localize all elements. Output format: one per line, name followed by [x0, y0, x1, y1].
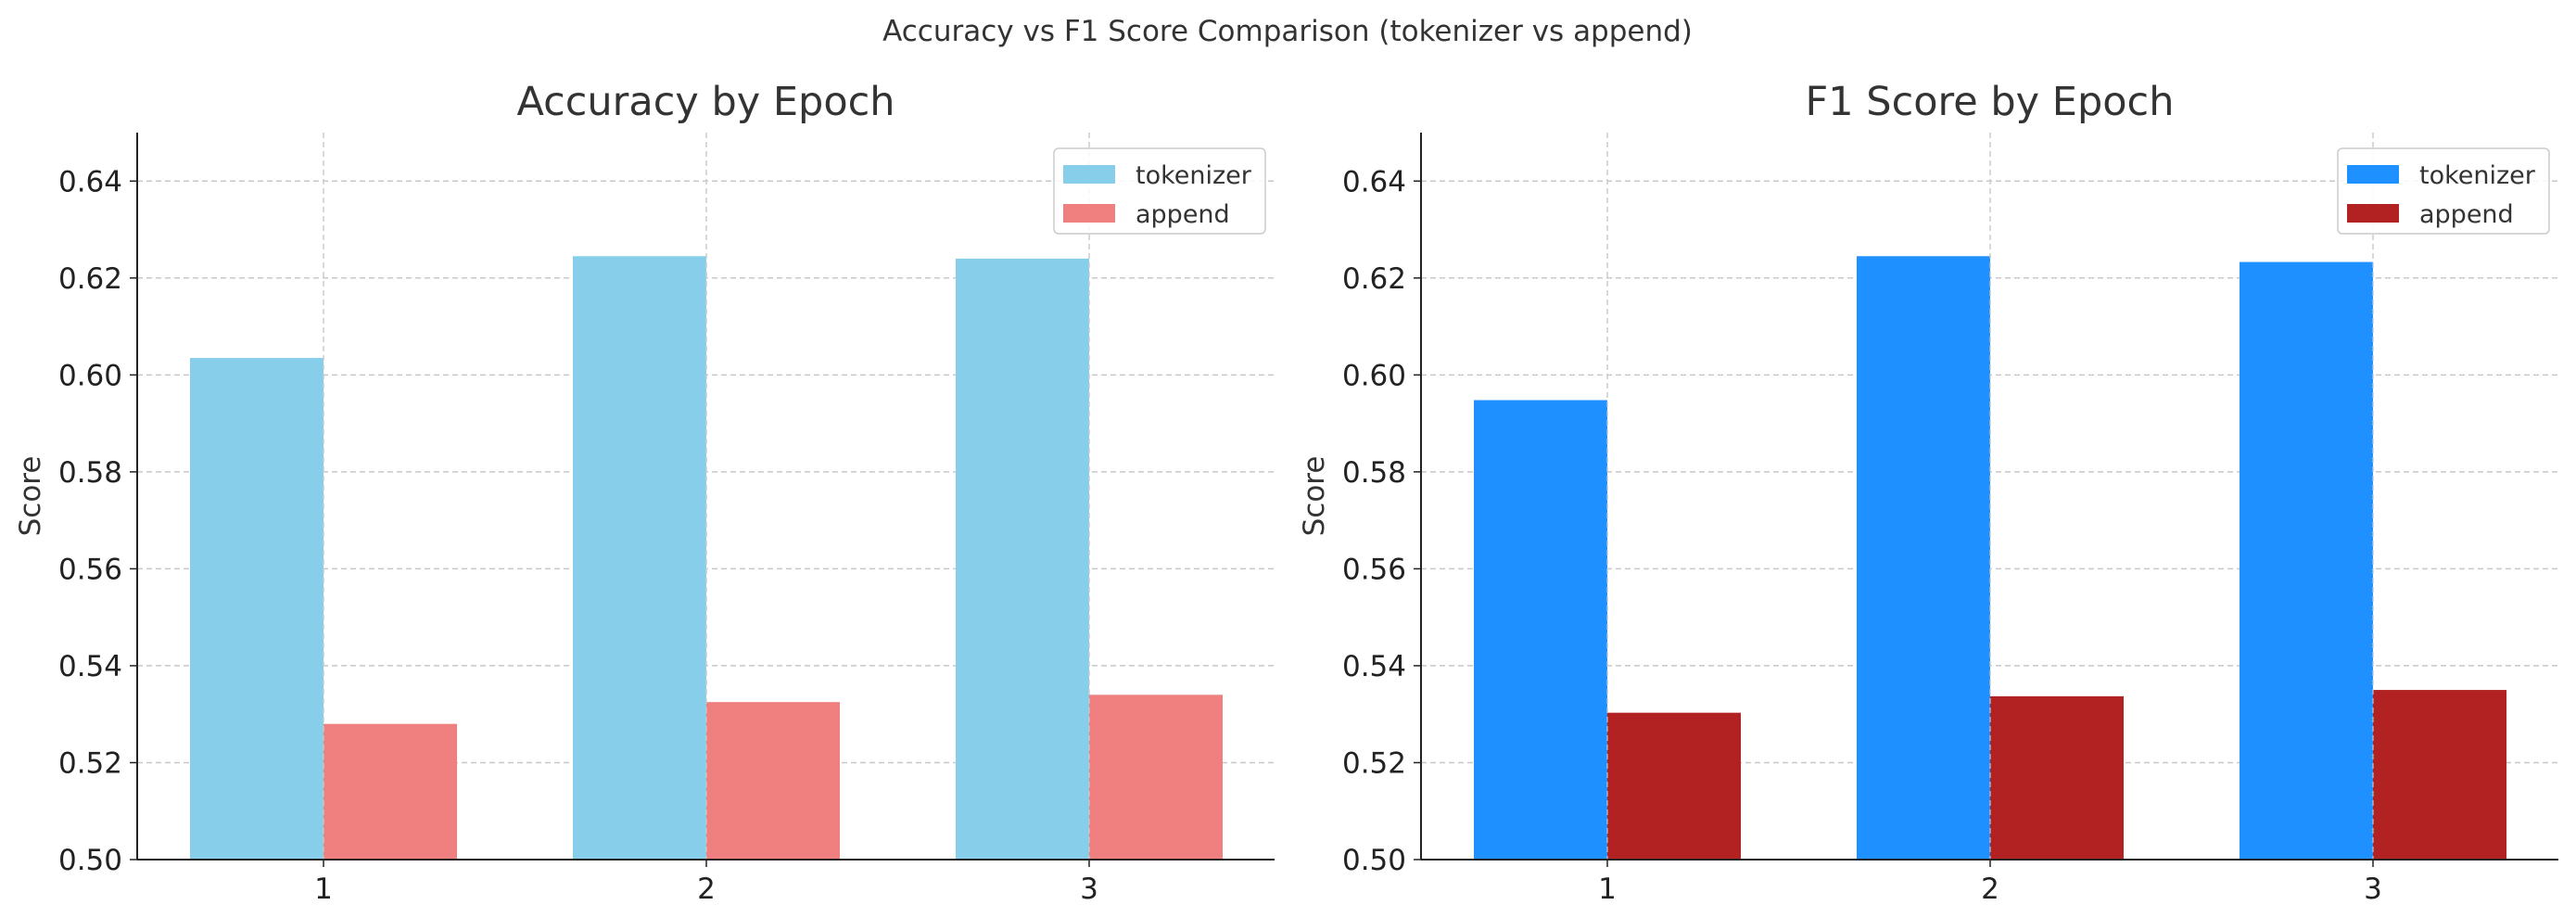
accuracy-chart-panel: 0.50 0.52 0.54 0.56 0.58 0.60 0.62 0.64 1 2 3 Accur…: [14, 79, 1275, 906]
chart-title: F1 Score by Epoch: [1806, 79, 2175, 125]
bar-append: [1089, 695, 1223, 860]
bar-append: [324, 723, 457, 860]
bar-tokenizer: [573, 256, 706, 860]
bar-tokenizer: [1474, 400, 1607, 860]
y-tick-label: 0.54: [1342, 650, 1406, 683]
f1-chart-panel: 0.50 0.52 0.54 0.56 0.58 0.60 0.62 0.64 1 2 3 F1 Sc…: [1298, 79, 2558, 906]
legend-label: append: [2419, 200, 2514, 229]
chart-title: Accuracy by Epoch: [516, 79, 895, 125]
y-tick-label: 0.64: [58, 165, 122, 198]
legend-label: tokenizer: [2419, 161, 2536, 190]
bar-append: [1990, 695, 2124, 860]
y-tick-label: 0.58: [1342, 456, 1406, 490]
legend-swatch-tokenizer: [1063, 165, 1115, 184]
y-tick-label: 0.56: [1342, 553, 1406, 586]
y-tick-label: 0.56: [58, 553, 122, 586]
bar-tokenizer: [956, 258, 1089, 861]
x-tick-label: 3: [1080, 873, 1098, 906]
legend-swatch-append: [1063, 204, 1115, 223]
y-tick-label: 0.64: [1342, 165, 1406, 198]
bar-append: [1607, 712, 1741, 860]
x-tick-label: 3: [2364, 873, 2382, 906]
y-tick-label: 0.62: [1342, 262, 1406, 296]
y-tick-label: 0.54: [58, 650, 122, 683]
y-tick-label: 0.50: [1342, 844, 1406, 877]
x-tick-label: 2: [1981, 873, 1999, 906]
y-tick-label: 0.52: [58, 746, 122, 780]
y-tick-label: 0.50: [58, 844, 122, 877]
x-tick-label: 2: [697, 873, 716, 906]
y-axis-label: Score: [1298, 456, 1331, 537]
legend-label: tokenizer: [1136, 161, 1252, 190]
bar-tokenizer: [2240, 261, 2373, 860]
bar-tokenizer: [190, 358, 324, 860]
bar-tokenizer: [1857, 256, 1990, 860]
x-tick-label: 1: [314, 873, 333, 906]
figure-suptitle: Accuracy vs F1 Score Comparison (tokeniz…: [882, 15, 1693, 48]
bar-append: [706, 702, 840, 860]
legend-swatch-append: [2347, 204, 2399, 223]
y-tick-label: 0.52: [1342, 746, 1406, 780]
y-tick-label: 0.60: [1342, 359, 1406, 392]
y-axis-label: Score: [14, 456, 47, 537]
y-tick-label: 0.58: [58, 456, 122, 490]
legend-swatch-tokenizer: [2347, 165, 2399, 184]
y-tick-label: 0.62: [58, 262, 122, 296]
bar-append: [2373, 690, 2506, 860]
x-tick-label: 1: [1598, 873, 1617, 906]
y-tick-label: 0.60: [58, 359, 122, 392]
legend-label: append: [1136, 200, 1230, 229]
